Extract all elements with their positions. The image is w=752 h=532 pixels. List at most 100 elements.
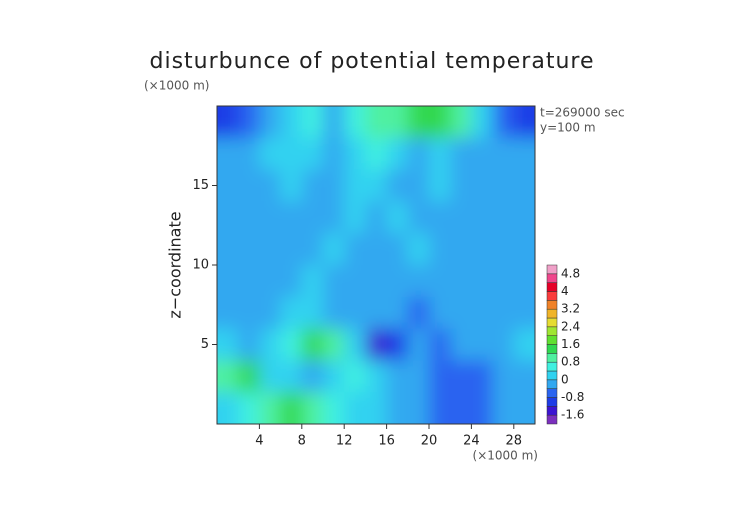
chart-title: disturbunce of potential temperature	[150, 49, 595, 74]
field-cell	[450, 201, 472, 234]
field-cell	[323, 233, 345, 266]
field-cell	[407, 360, 430, 393]
field-cell	[323, 169, 345, 202]
field-cell	[386, 392, 409, 424]
colorbar-box	[546, 291, 558, 301]
field-cell	[513, 360, 535, 393]
field-cell	[217, 169, 239, 202]
field-cell	[259, 233, 282, 266]
field-cell	[471, 392, 494, 424]
field-cell	[513, 265, 535, 298]
field-cell	[492, 328, 515, 361]
field-cell	[280, 137, 303, 171]
field-cell	[365, 106, 388, 139]
field-cell	[471, 137, 494, 171]
colorbar-label: 0	[561, 372, 569, 386]
colorbar-box	[546, 326, 558, 336]
field-cell	[301, 265, 324, 298]
field-cell	[471, 233, 494, 266]
field-cell	[280, 233, 303, 266]
field-cell	[323, 360, 345, 393]
field-cell	[238, 169, 260, 202]
colorbar-box	[546, 317, 558, 328]
field-cells	[217, 106, 535, 424]
field-cell	[386, 106, 409, 139]
field-cell	[386, 169, 409, 202]
field-cell	[259, 137, 282, 171]
field-cell	[407, 392, 430, 424]
field-cell	[301, 392, 324, 424]
annotation: y=100 m	[540, 121, 596, 135]
field-cell	[386, 201, 409, 234]
field-cell	[365, 328, 388, 361]
field-cell	[217, 296, 239, 330]
field-cell	[323, 265, 345, 298]
field-cell	[365, 265, 388, 298]
field-cell	[365, 360, 388, 393]
field-cell	[238, 233, 260, 266]
field-cell	[280, 169, 303, 202]
field-cell	[259, 201, 282, 234]
field-cell	[344, 106, 366, 139]
colorbar-box	[546, 370, 558, 381]
field-cell	[217, 106, 239, 139]
field-cell	[323, 296, 345, 330]
field-cell	[450, 106, 472, 139]
colorbar-box	[546, 344, 558, 354]
colorbar-box	[546, 300, 558, 310]
y-unit-label: (×1000 m)	[144, 79, 209, 93]
field-cell	[471, 265, 494, 298]
field-cell	[492, 392, 515, 424]
colorbar-box	[546, 273, 558, 283]
field-cell	[513, 328, 535, 361]
field-cell	[217, 265, 239, 298]
field-cell	[492, 201, 515, 234]
field-cell	[238, 392, 260, 424]
field-cell	[513, 296, 535, 330]
field-cell	[323, 106, 345, 139]
field-cell	[429, 296, 451, 330]
x-tick-label: 20	[421, 434, 438, 449]
field-cell	[301, 233, 324, 266]
field-cell	[238, 360, 260, 393]
y-tick-label: 10	[192, 258, 209, 273]
field-cell	[513, 392, 535, 424]
field-cell	[238, 106, 260, 139]
x-tick-label: 12	[336, 434, 353, 449]
field-cell	[386, 265, 409, 298]
field-cell	[238, 296, 260, 330]
field-cell	[407, 328, 430, 361]
field-cell	[365, 137, 388, 171]
field-cell	[429, 106, 451, 139]
field-cell	[471, 296, 494, 330]
field-cell	[238, 265, 260, 298]
field-cell	[238, 328, 260, 361]
field-cell	[280, 106, 303, 139]
field-cell	[259, 360, 282, 393]
y-axis-label: z−coordinate	[166, 211, 185, 318]
field-cell	[386, 328, 409, 361]
field-cell	[492, 265, 515, 298]
field-cell	[259, 328, 282, 361]
field-cell	[301, 360, 324, 393]
x-tick-label: 8	[298, 434, 306, 449]
field-cell	[344, 137, 366, 171]
field-cell	[344, 296, 366, 330]
field-cell	[429, 265, 451, 298]
annotation: t=269000 sec	[540, 106, 625, 120]
colorbar-label: 3.2	[561, 302, 580, 316]
field-cell	[513, 201, 535, 234]
field-cell	[450, 328, 472, 361]
colorbar-label: 4.8	[561, 266, 580, 280]
field-cell	[471, 201, 494, 234]
field-cell	[344, 360, 366, 393]
field-cell	[513, 106, 535, 139]
field-cell	[492, 296, 515, 330]
field-cell	[513, 169, 535, 202]
field-cell	[407, 233, 430, 266]
field	[217, 106, 535, 424]
field-cell	[429, 233, 451, 266]
field-cell	[492, 137, 515, 171]
field-cell	[280, 392, 303, 424]
